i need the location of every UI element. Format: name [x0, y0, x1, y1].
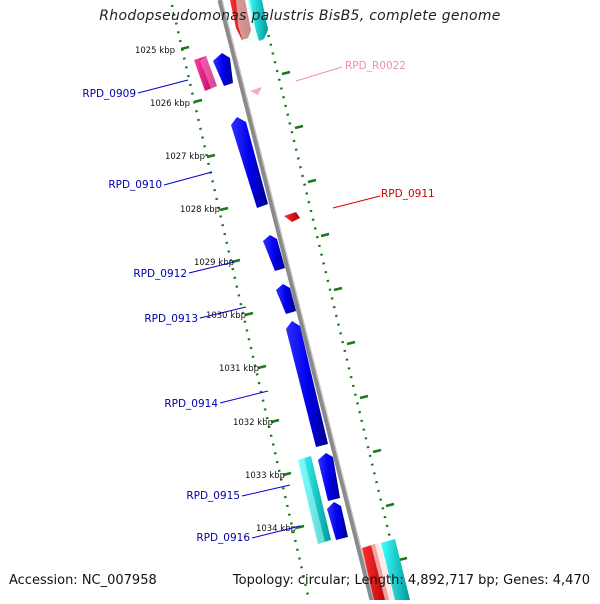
gene-feature-light-bottom	[371, 543, 395, 600]
gene-blue-small-1[interactable]	[213, 53, 233, 86]
gene-blue-small-2[interactable]	[318, 453, 340, 501]
accession-text: Accession: NC_007958	[9, 573, 157, 588]
genome-summary-text: Topology: circular; Length: 4,892,717 bp…	[232, 573, 590, 588]
gene-rpd-0909-cap	[200, 56, 217, 89]
genome-backbone-highlight	[221, 0, 375, 601]
tick-label-1034: 1034 kbp	[256, 524, 296, 534]
label-rpd-0916[interactable]: RPD_0916	[196, 532, 250, 544]
gene-feature-cyan-top-light	[236, 0, 256, 42]
gene-rpd-0912[interactable]	[263, 235, 285, 271]
label-rpd-0913[interactable]: RPD_0913	[144, 313, 198, 325]
tick-label-1029: 1029 kbp	[194, 258, 234, 268]
tick-label-1030: 1030 kbp	[206, 311, 246, 321]
gene-rpd-0910[interactable]	[231, 117, 268, 208]
gene-rpd-0916[interactable]	[327, 502, 348, 540]
gene-feature-cyan-bottom[interactable]	[381, 539, 410, 600]
gene-rpd-0913[interactable]	[276, 284, 296, 314]
tick-label-1028: 1028 kbp	[180, 205, 220, 215]
gene-feature-cyan-top[interactable]	[248, 0, 268, 41]
ruler-tick-labels: 1025 kbp 1026 kbp 1027 kbp 1028 kbp 1029…	[135, 46, 296, 534]
tick-label-1033: 1033 kbp	[245, 471, 285, 481]
gene-rpd-0909[interactable]	[194, 56, 217, 91]
label-rpd-0915[interactable]: RPD_0915	[186, 490, 240, 502]
label-rpd-0909[interactable]: RPD_0909	[82, 88, 136, 100]
tick-label-1027: 1027 kbp	[165, 152, 205, 162]
tick-label-1031: 1031 kbp	[219, 364, 259, 374]
genome-backbone	[217, 0, 375, 601]
label-rpd-0910[interactable]: RPD_0910	[108, 179, 162, 191]
label-rpd-0911[interactable]: RPD_0911	[381, 188, 435, 200]
genome-title: Rhodopseudomonas palustris BisB5, comple…	[99, 8, 501, 24]
label-rpd-0912[interactable]: RPD_0912	[133, 268, 187, 280]
gene-rpd-r0022[interactable]	[250, 87, 262, 95]
tick-label-1026: 1026 kbp	[150, 99, 190, 109]
label-rpd-r0022[interactable]: RPD_R0022	[345, 60, 406, 72]
gene-rpd-0914[interactable]	[286, 321, 328, 447]
tick-label-1025: 1025 kbp	[135, 46, 175, 56]
gene-rpd-0915-light	[298, 458, 325, 544]
leader-lines	[137, 66, 381, 539]
ruler-track-outer	[258, 0, 407, 601]
ruler-ticks	[180, 45, 305, 530]
label-rpd-0914[interactable]: RPD_0914	[164, 398, 218, 410]
ruler-outer-dashes	[281, 70, 408, 562]
gene-rpd-0911[interactable]	[284, 212, 300, 222]
tick-label-1032: 1032 kbp	[233, 418, 273, 428]
